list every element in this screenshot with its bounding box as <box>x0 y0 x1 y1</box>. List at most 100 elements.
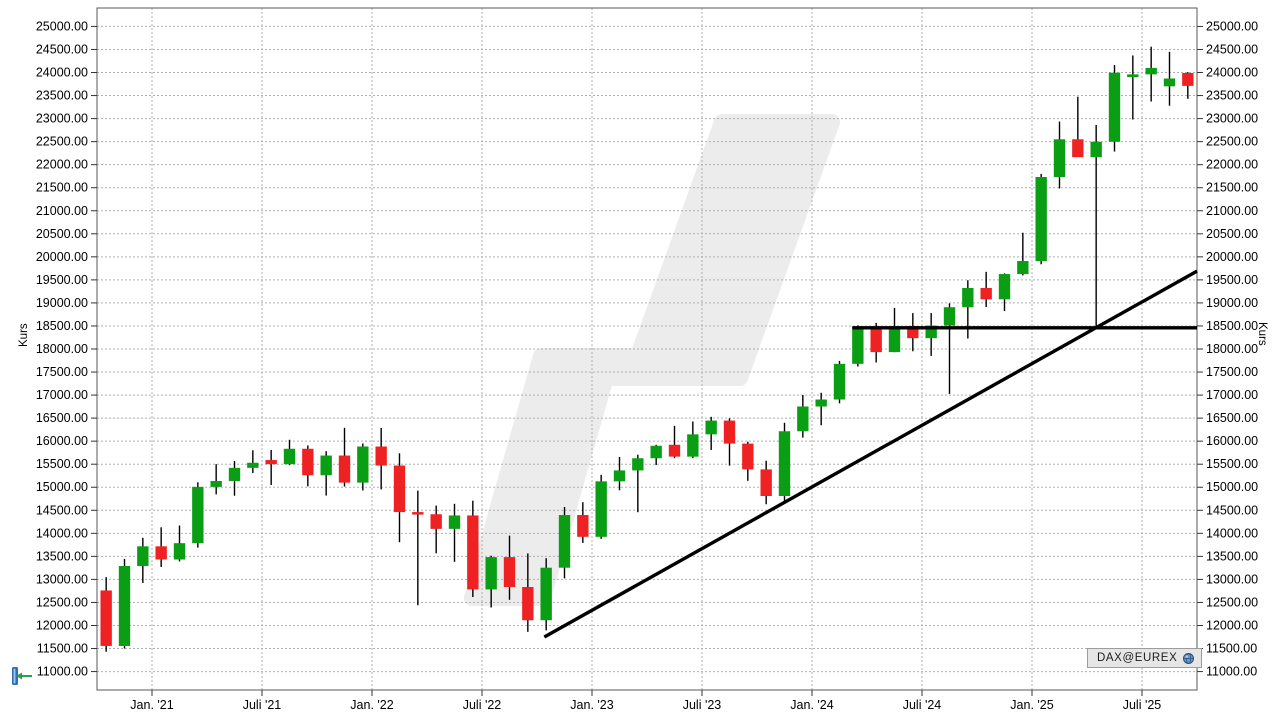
y-tick-label: 13000.00 <box>1206 572 1258 586</box>
candle-body-up <box>137 546 149 566</box>
y-tick-label: 18500.00 <box>36 319 88 333</box>
candle-body-down <box>430 514 442 529</box>
candle-body-down <box>1072 139 1084 158</box>
candle-body-up <box>1017 261 1029 275</box>
y-tick-label: 14000.00 <box>36 526 88 540</box>
y-tick-label: 23500.00 <box>36 89 88 103</box>
y-tick-label: 14500.00 <box>1206 503 1258 517</box>
y-tick-label: 19000.00 <box>36 296 88 310</box>
candle-body-up <box>173 543 186 560</box>
y-tick-label: 13500.00 <box>1206 549 1258 563</box>
candle-body-down <box>522 587 534 621</box>
candle-body-up <box>797 406 809 432</box>
y-tick-label: 15000.00 <box>1206 480 1258 494</box>
x-tick-label: Jan. '23 <box>570 698 613 712</box>
x-tick-label: Juli '25 <box>1123 698 1162 712</box>
y-tick-label: 21000.00 <box>1206 204 1258 218</box>
y-tick-label: 20500.00 <box>36 227 88 241</box>
candle-body-down <box>375 446 387 466</box>
candle-body-down <box>668 444 681 457</box>
y-tick-label: 23000.00 <box>1206 112 1258 126</box>
y-tick-label: 20500.00 <box>1206 227 1258 241</box>
y-tick-label: 23500.00 <box>1206 89 1258 103</box>
candle-body-down <box>742 443 754 470</box>
y-tick-label: 13500.00 <box>36 549 88 563</box>
y-axis-title-right: Kurs <box>1256 322 1268 346</box>
y-tick-label: 24500.00 <box>36 42 88 56</box>
candle-body-up <box>687 434 699 457</box>
candle-body-up <box>1127 74 1139 78</box>
collapse-left-arrow-icon[interactable] <box>8 665 36 689</box>
y-tick-label: 17000.00 <box>36 388 88 402</box>
y-tick-label: 22000.00 <box>1206 158 1258 172</box>
candle-body-down <box>1182 72 1194 86</box>
candle-body-up <box>595 481 607 537</box>
y-tick-label: 19000.00 <box>1206 296 1258 310</box>
candle-body-up <box>558 515 571 568</box>
candle-body-up <box>228 467 241 481</box>
watermark-logo <box>464 114 840 606</box>
candle-body-up <box>1090 141 1102 158</box>
x-tick-label: Juli '24 <box>903 698 942 712</box>
y-tick-label: 15500.00 <box>36 457 88 471</box>
candle-body-down <box>338 455 351 483</box>
candle-body-up <box>925 325 937 339</box>
candle-body-up <box>247 462 259 468</box>
y-tick-label: 16000.00 <box>36 434 88 448</box>
x-tick-label: Jan. '25 <box>1010 698 1053 712</box>
ascending-support[interactable] <box>543 269 1198 639</box>
y-tick-label: 22500.00 <box>1206 135 1258 149</box>
candle-body-up <box>705 420 717 435</box>
candle-body-down <box>980 287 992 300</box>
candle-body-down <box>302 448 314 476</box>
y-tick-label: 17000.00 <box>1206 388 1258 402</box>
candles <box>100 46 1194 652</box>
y-tick-label: 19500.00 <box>1206 273 1258 287</box>
instrument-badge[interactable]: DAX@EUREX <box>1087 648 1203 668</box>
y-tick-label: 17500.00 <box>1206 365 1258 379</box>
y-tick-label: 15500.00 <box>1206 457 1258 471</box>
candle-body-down <box>503 557 516 588</box>
x-tick-label: Juli '21 <box>243 698 282 712</box>
candle-body-down <box>577 515 589 537</box>
y-tick-label: 11500.00 <box>1206 642 1257 656</box>
x-tick-label: Jan. '22 <box>350 698 393 712</box>
x-axis-labels: Jan. '21 Juli '21 Jan. '22 Juli '22 Jan. '23… <box>130 690 1161 712</box>
candle-body-down <box>393 465 406 513</box>
candle-body-down <box>870 326 882 353</box>
y-tick-label: 24500.00 <box>1206 42 1258 56</box>
y-tick-label: 22000.00 <box>36 158 88 172</box>
y-tick-label: 11000.00 <box>37 665 88 679</box>
candle-body-up <box>192 486 204 544</box>
globe-icon <box>1183 652 1195 664</box>
candle-body-up <box>118 565 131 646</box>
candle-body-up <box>210 480 222 487</box>
y-tick-label: 12000.00 <box>36 618 88 632</box>
y-tick-label: 21000.00 <box>36 204 88 218</box>
candle-body-up <box>448 515 461 529</box>
y-tick-label: 21500.00 <box>1206 181 1258 195</box>
candle-body-up <box>1108 72 1121 142</box>
y-tick-label: 19500.00 <box>36 273 88 287</box>
y-tick-label: 11500.00 <box>37 642 88 656</box>
candle-body-up <box>852 326 864 364</box>
instrument-badge-label: DAX@EUREX <box>1097 652 1178 664</box>
candle-body-up <box>778 431 791 496</box>
candle-body-down <box>155 546 167 560</box>
candle-body-down <box>907 326 919 339</box>
y-axis-title-left: Kurs <box>18 323 30 347</box>
y-tick-label: 25000.00 <box>1206 19 1258 33</box>
candle-body-up <box>1035 177 1047 262</box>
y-tick-label: 16500.00 <box>36 411 88 425</box>
candle-body-up <box>1163 78 1176 87</box>
y-tick-label: 18500.00 <box>1206 319 1258 333</box>
y-tick-label: 25000.00 <box>36 19 88 33</box>
trendlines[interactable] <box>543 269 1198 639</box>
y-tick-label: 20000.00 <box>1206 250 1258 264</box>
y-tick-label: 16000.00 <box>1206 434 1258 448</box>
y-tick-label: 20000.00 <box>36 250 88 264</box>
candle-body-up <box>632 458 644 471</box>
candle-body-up <box>1053 139 1066 178</box>
